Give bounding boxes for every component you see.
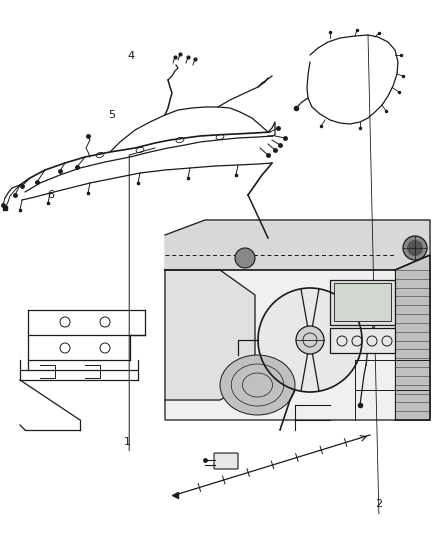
- Text: 6: 6: [47, 190, 54, 199]
- Polygon shape: [395, 255, 430, 420]
- Text: 3: 3: [410, 248, 417, 258]
- FancyBboxPatch shape: [395, 270, 430, 420]
- Text: 1: 1: [124, 438, 131, 447]
- Circle shape: [296, 326, 324, 354]
- FancyBboxPatch shape: [214, 453, 238, 469]
- Polygon shape: [165, 220, 430, 270]
- Ellipse shape: [220, 355, 295, 415]
- Polygon shape: [165, 270, 255, 400]
- FancyBboxPatch shape: [330, 328, 395, 353]
- Circle shape: [235, 248, 255, 268]
- Text: 2: 2: [375, 499, 382, 508]
- FancyBboxPatch shape: [330, 280, 395, 325]
- Polygon shape: [165, 255, 430, 420]
- Circle shape: [258, 288, 362, 392]
- Circle shape: [407, 240, 423, 256]
- Text: 5: 5: [108, 110, 115, 119]
- Text: 4: 4: [127, 51, 134, 61]
- FancyBboxPatch shape: [334, 283, 391, 321]
- Circle shape: [403, 236, 427, 260]
